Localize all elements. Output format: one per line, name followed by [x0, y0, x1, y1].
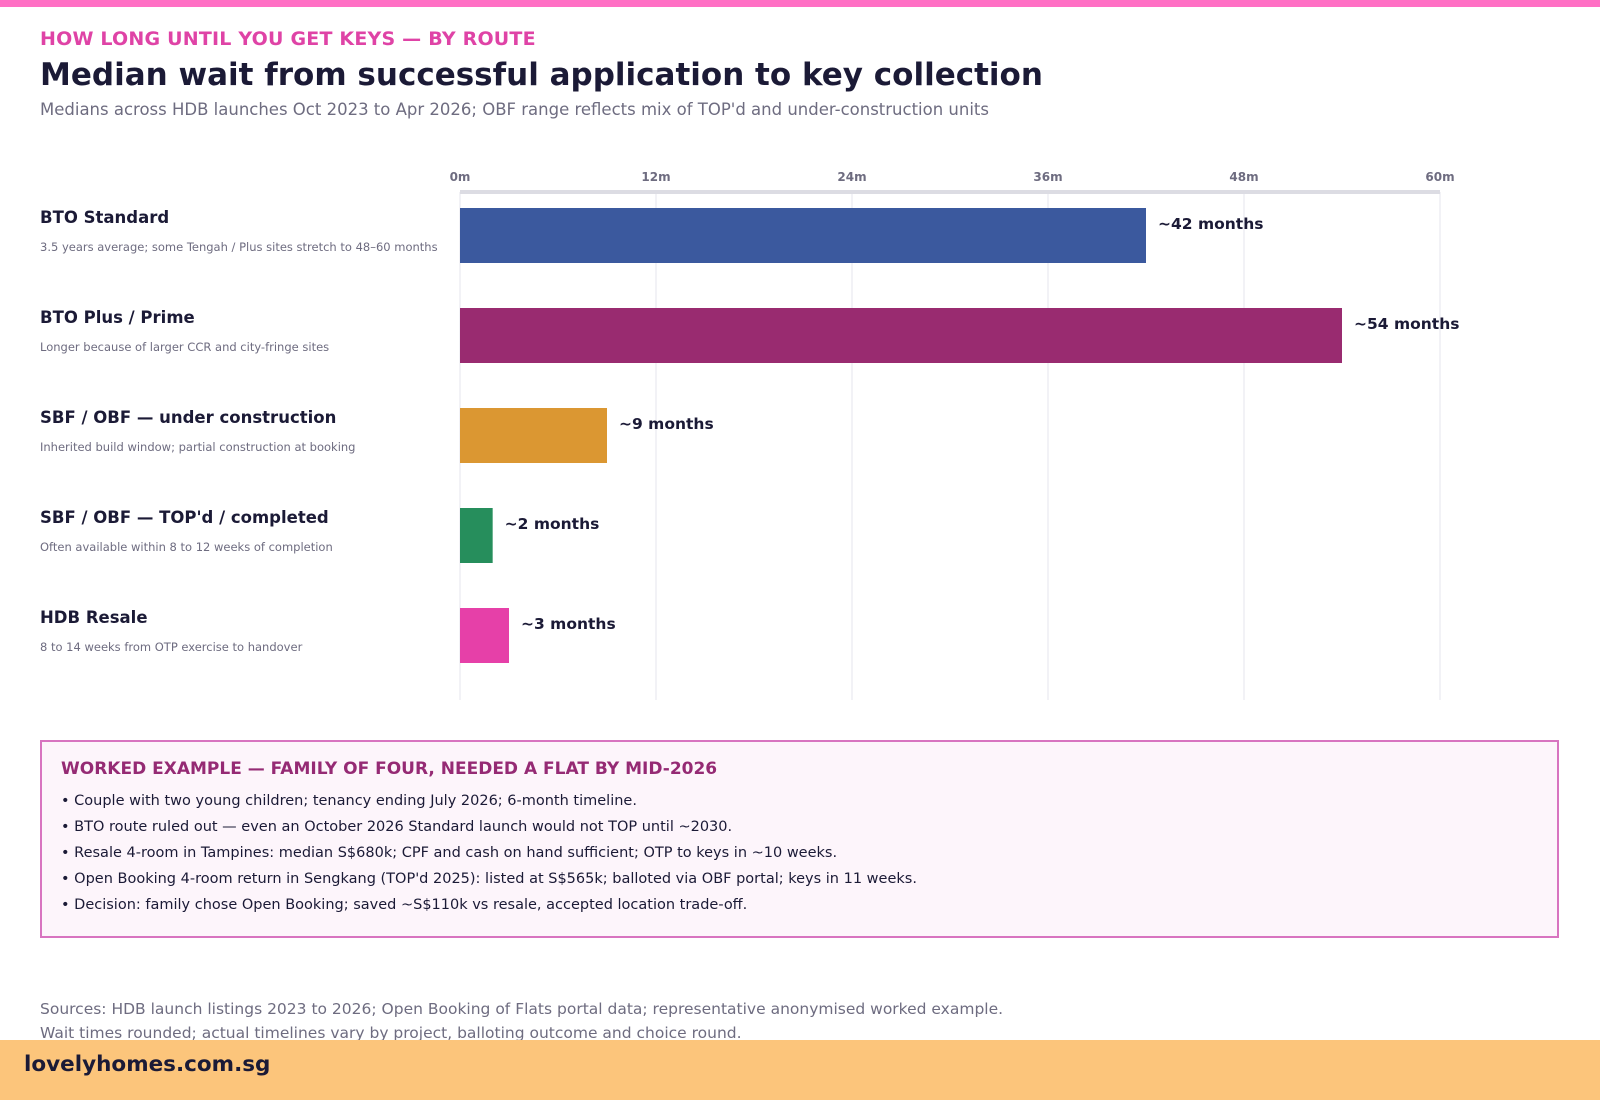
- x-tick-label: 12m: [641, 170, 670, 184]
- bar-value-label: ~2 months: [505, 515, 600, 533]
- bar-value-label: ~3 months: [521, 615, 616, 633]
- chart-kicker: HOW LONG UNTIL YOU GET KEYS — BY ROUTE: [40, 28, 536, 50]
- category-note-obf-under-construction: Inherited build window; partial construc…: [40, 440, 356, 454]
- bar: [460, 408, 607, 463]
- bar: [460, 208, 1146, 263]
- chart-title: Median wait from successful application …: [40, 57, 1043, 93]
- top-accent-stripe: [0, 0, 1600, 7]
- bar: [460, 308, 1342, 363]
- category-label-obf-completed: SBF / OBF — TOP'd / completed: [40, 508, 329, 527]
- sources-note: Sources: HDB launch listings 2023 to 202…: [40, 997, 1003, 1045]
- bar-value-label: ~9 months: [619, 415, 714, 433]
- worked-example-item: • Decision: family chose Open Booking; s…: [61, 897, 748, 913]
- sources-line: Sources: HDB launch listings 2023 to 202…: [40, 1000, 1004, 1018]
- bar-chart: 0m 12m 24m 36m 48m 60m ~42 months ~54 months ~9 …: [450, 170, 1459, 700]
- bar: [460, 508, 493, 563]
- worked-example-title: WORKED EXAMPLE — FAMILY OF FOUR, NEEDED …: [61, 759, 718, 779]
- sources-line: Wait times rounded; actual timelines var…: [40, 1024, 742, 1042]
- worked-example-item: • BTO route ruled out — even an October …: [61, 819, 733, 835]
- category-note-hdb-resale: 8 to 14 weeks from OTP exercise to hando…: [40, 640, 303, 654]
- bar: [460, 608, 509, 663]
- category-label-obf-under-construction: SBF / OBF — under construction: [40, 408, 337, 427]
- x-tick-label: 0m: [450, 170, 471, 184]
- footer-band: lovelyhomes.com.sg: [0, 1040, 1600, 1100]
- category-label-hdb-resale: HDB Resale: [40, 608, 148, 627]
- bar-value-label: ~42 months: [1158, 215, 1263, 233]
- x-tick-label: 24m: [837, 170, 866, 184]
- brand-name: lovelyhomes.com.sg: [24, 1052, 271, 1077]
- category-note-obf-completed: Often available within 8 to 12 weeks of …: [40, 540, 333, 554]
- worked-example-item: • Open Booking 4-room return in Sengkang…: [61, 871, 917, 887]
- category-label-bto-plus-prime: BTO Plus / Prime: [40, 308, 195, 327]
- category-label-bto-standard: BTO Standard: [40, 208, 170, 227]
- x-tick-label: 48m: [1229, 170, 1258, 184]
- worked-example-item: • Resale 4-room in Tampines: median S$68…: [61, 845, 838, 861]
- category-note-bto-plus-prime: Longer because of larger CCR and city-fr…: [40, 340, 330, 354]
- worked-example-list: • Couple with two young children; tenanc…: [61, 788, 917, 918]
- x-tick-label: 60m: [1425, 170, 1454, 184]
- x-tick-label: 36m: [1033, 170, 1062, 184]
- worked-example-item: • Couple with two young children; tenanc…: [61, 793, 637, 809]
- category-note-bto-standard: 3.5 years average; some Tengah / Plus si…: [40, 240, 438, 254]
- bar-value-label: ~54 months: [1354, 315, 1459, 333]
- chart-subtitle: Medians across HDB launches Oct 2023 to …: [40, 100, 989, 119]
- worked-example-box: WORKED EXAMPLE — FAMILY OF FOUR, NEEDED …: [40, 740, 1559, 938]
